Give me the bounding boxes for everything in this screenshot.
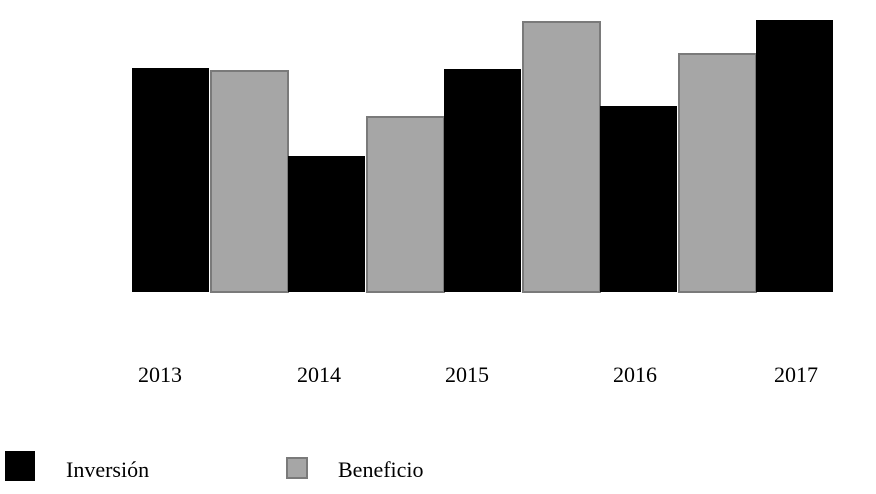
bars-layer <box>132 20 833 293</box>
bar-inversion-2016 <box>600 106 677 292</box>
bar-beneficio-2013 <box>210 70 289 293</box>
legend-swatch-inversion <box>5 451 35 481</box>
bar-beneficio-2015 <box>522 21 601 293</box>
bar-inversion-2015 <box>444 69 521 292</box>
bar-inversion-2017 <box>756 20 833 292</box>
bar-inversion-2014 <box>288 156 365 292</box>
bar-beneficio-2014 <box>366 116 445 293</box>
legend-swatch-beneficio <box>286 457 308 479</box>
x-axis-labels: 2013 2014 2015 2016 2017 <box>138 362 818 387</box>
legend-item-beneficio: Beneficio <box>286 457 424 482</box>
x-tick-label-2016: 2016 <box>613 362 657 387</box>
legend: Inversión Beneficio <box>5 451 424 482</box>
legend-item-inversion: Inversión <box>5 451 149 482</box>
legend-label-inversion: Inversión <box>66 457 149 482</box>
x-tick-label-2014: 2014 <box>297 362 341 387</box>
bar-inversion-2013 <box>132 68 209 292</box>
bar-beneficio-2016 <box>678 53 757 293</box>
legend-label-beneficio: Beneficio <box>338 457 424 482</box>
x-tick-label-2013: 2013 <box>138 362 182 387</box>
x-tick-label-2017: 2017 <box>774 362 818 387</box>
x-tick-label-2015: 2015 <box>445 362 489 387</box>
